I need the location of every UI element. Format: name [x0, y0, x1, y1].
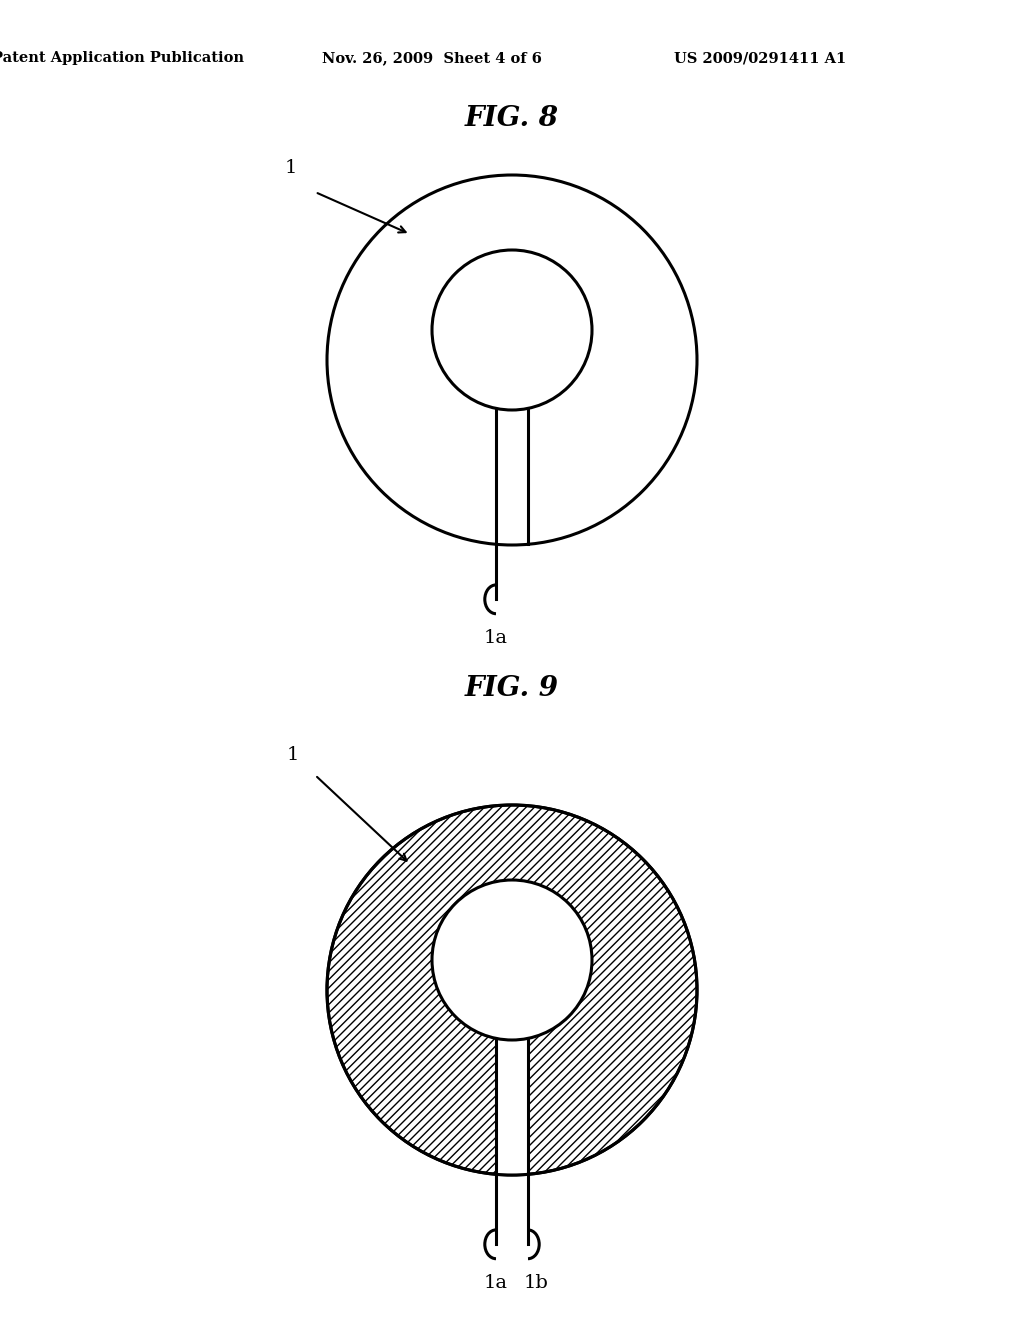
Text: FIG. 8: FIG. 8: [465, 104, 559, 132]
Text: 1: 1: [287, 746, 299, 764]
Text: 1a: 1a: [484, 1274, 508, 1292]
Text: 1a: 1a: [484, 630, 508, 647]
Text: 1b: 1b: [523, 1274, 549, 1292]
Circle shape: [432, 880, 592, 1040]
Text: Nov. 26, 2009  Sheet 4 of 6: Nov. 26, 2009 Sheet 4 of 6: [323, 51, 542, 65]
Text: US 2009/0291411 A1: US 2009/0291411 A1: [674, 51, 846, 65]
Bar: [496, 1040, 528, 1175]
Text: FIG. 9: FIG. 9: [465, 675, 559, 701]
Text: Patent Application Publication: Patent Application Publication: [0, 51, 244, 65]
Text: 1: 1: [285, 158, 297, 177]
Circle shape: [327, 805, 697, 1175]
